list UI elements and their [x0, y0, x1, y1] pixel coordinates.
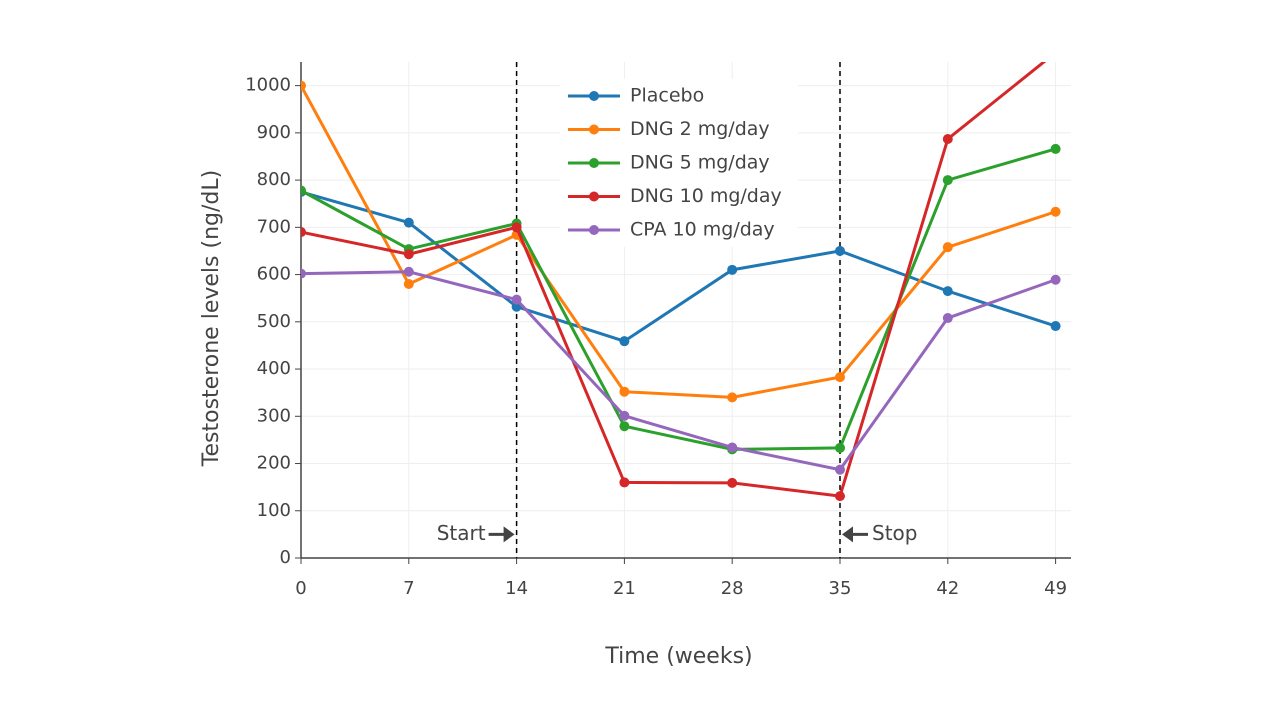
y-tick-label: 800	[257, 169, 291, 190]
x-tick-label: 28	[721, 578, 744, 599]
x-tick-label: 7	[403, 578, 414, 599]
data-point	[1050, 206, 1061, 217]
data-point	[942, 242, 953, 253]
data-point	[403, 266, 414, 277]
x-tick-label: 42	[936, 578, 959, 599]
annotation-arrowhead	[503, 526, 515, 543]
data-point	[1050, 274, 1061, 285]
data-point	[301, 185, 306, 196]
x-axis-title: Time (weeks)	[604, 644, 752, 669]
annotation-arrowhead	[842, 526, 853, 543]
data-point	[301, 80, 306, 91]
y-axis-title: Testosterone levels (ng/dL)	[199, 170, 224, 467]
data-point	[511, 222, 522, 233]
y-tick-label: 200	[257, 453, 291, 474]
data-point	[301, 227, 306, 238]
data-point	[619, 336, 630, 347]
data-point	[619, 386, 630, 397]
data-point	[727, 392, 738, 403]
x-tick-label: 0	[295, 578, 306, 599]
series-line	[301, 190, 1057, 343]
legend-label: DNG 2 mg/day	[630, 118, 770, 140]
data-point	[727, 264, 738, 275]
legend-marker	[589, 91, 599, 101]
data-point	[403, 279, 414, 290]
y-tick-label: 900	[257, 122, 291, 143]
data-point	[835, 245, 845, 256]
data-point	[835, 491, 845, 502]
y-tick-label: 1000	[245, 75, 291, 96]
data-point	[942, 133, 953, 144]
x-tick-label: 35	[829, 578, 852, 599]
x-tick-label: 21	[613, 578, 636, 599]
y-tick-label: 100	[257, 500, 291, 521]
data-point	[835, 442, 845, 453]
data-point	[835, 464, 845, 475]
legend-marker	[589, 191, 599, 202]
x-tick-label: 14	[505, 578, 528, 599]
data-point	[301, 268, 306, 279]
data-point	[511, 294, 522, 305]
annotation-text: Start	[437, 521, 486, 545]
y-tick-label: 0	[280, 547, 291, 568]
data-point	[619, 421, 630, 432]
y-tick-label: 300	[257, 405, 291, 426]
legend-marker	[589, 124, 599, 135]
legend-label: DNG 10 mg/day	[630, 185, 782, 207]
y-tick-label: 400	[257, 358, 291, 379]
legend-label: Placebo	[630, 85, 704, 107]
x-tick-label: 49	[1044, 578, 1067, 599]
data-point	[727, 477, 738, 488]
series-line	[301, 147, 1057, 451]
legend-label: DNG 5 mg/day	[630, 152, 770, 174]
legend-label: CPA 10 mg/day	[630, 219, 775, 241]
series-line	[301, 62, 1047, 498]
data-point	[1051, 48, 1061, 58]
data-point	[619, 477, 630, 488]
data-point	[619, 410, 630, 421]
data-point	[835, 372, 845, 383]
y-tick-label: 500	[257, 311, 291, 332]
data-point	[1050, 143, 1061, 154]
legend-marker	[589, 158, 599, 168]
data-point	[727, 442, 738, 453]
y-tick-label: 600	[257, 264, 291, 285]
data-point	[403, 249, 414, 260]
annotation-text: Stop	[872, 521, 917, 545]
series-line	[301, 270, 1057, 472]
data-point	[403, 217, 414, 228]
data-point	[942, 313, 953, 324]
data-point	[1050, 321, 1061, 332]
legend-marker	[589, 225, 599, 235]
plot-area	[301, 48, 1061, 502]
y-tick-label: 700	[257, 216, 291, 237]
data-point	[942, 175, 953, 186]
data-point	[942, 286, 953, 297]
